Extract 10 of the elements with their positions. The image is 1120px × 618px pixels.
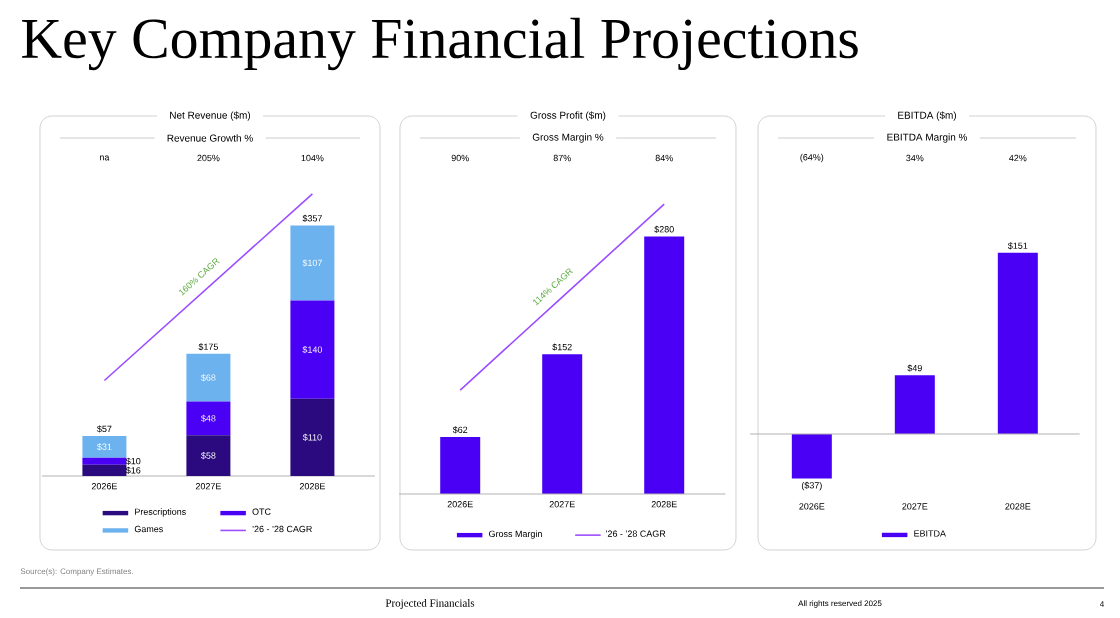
bar	[82, 435, 127, 458]
bar	[186, 401, 231, 436]
bar	[82, 457, 127, 465]
bar	[290, 300, 335, 399]
bar	[290, 225, 335, 301]
annotation: Key Company Financial Projections	[22, 17, 858, 71]
bar	[186, 435, 231, 476]
bar	[82, 464, 127, 476]
bar	[290, 398, 335, 476]
bar	[186, 353, 231, 402]
